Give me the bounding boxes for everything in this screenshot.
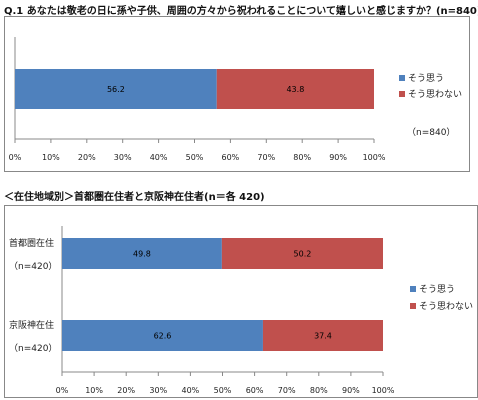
x-tick-label: 30% [149, 386, 167, 395]
legend-label: そう思う [419, 284, 455, 295]
x-tick-label: 100% [372, 386, 395, 395]
chart-1-svg: 0% 10% 20% 30% 40% 50% 60% 70% 80% 90% 100% 56.2 43.… [9, 37, 462, 162]
x-tick-label: 100% [363, 153, 386, 162]
sample-size-note: （n=840） [407, 127, 455, 138]
legend-label: そう思わない [419, 301, 473, 312]
x-tick-label: 70% [278, 386, 296, 395]
legend-swatch [410, 286, 416, 292]
x-tick-label: 0% [9, 153, 22, 162]
x-tick-label: 40% [150, 153, 168, 162]
data-label: 43.8 [286, 85, 304, 94]
bar-segment [262, 320, 383, 351]
q1-title: Q.1 あなたは敬老の日に孫や子供、周囲の方々から祝われることについて嬉しいと感… [4, 6, 478, 17]
data-label: 49.8 [133, 250, 151, 259]
data-label: 37.4 [314, 332, 332, 341]
bar-segment [216, 69, 374, 109]
chart-panel-1: 0% 10% 20% 30% 40% 50% 60% 70% 80% 90% 100% 56.2 43.… [4, 16, 470, 172]
x-tick-label: 60% [222, 153, 240, 162]
x-tick-label: 90% [329, 153, 347, 162]
x-tick-label: 10% [42, 153, 60, 162]
bar-segment [221, 238, 383, 269]
x-tick-label: 80% [310, 386, 328, 395]
data-label: 50.2 [294, 250, 312, 259]
chart-2-svg: 0% 10% 20% 30% 40% 50% 60% 70% 80% 90% 100% 49.8 50.… [9, 226, 473, 395]
x-tick-label: 50% [214, 386, 232, 395]
category-note: （n=420） [9, 343, 57, 354]
category-label: 首都圏在住 [9, 237, 54, 249]
legend-swatch [399, 91, 405, 97]
x-tick-label: 60% [246, 386, 264, 395]
x-tick-label: 20% [117, 386, 135, 395]
bar-segment [62, 238, 222, 269]
x-tick-label: 20% [78, 153, 96, 162]
x-tick-label: 80% [293, 153, 311, 162]
x-tick-label: 0% [56, 386, 69, 395]
legend-swatch [399, 75, 405, 81]
q2-title: ＜在住地域別＞首都圏在住者と京阪神在住者(n＝各 420) [4, 192, 265, 203]
x-tick-label: 90% [342, 386, 360, 395]
legend-label: そう思う [408, 73, 444, 84]
category-note: （n=420） [9, 261, 57, 272]
data-label: 62.6 [154, 332, 172, 341]
x-tick-label: 30% [114, 153, 132, 162]
bar-segment [62, 320, 263, 351]
category-label: 京阪神在住 [9, 319, 54, 331]
data-label: 56.2 [107, 85, 125, 94]
legend-swatch [410, 303, 416, 309]
x-tick-label: 70% [257, 153, 275, 162]
chart-panel-2: 0% 10% 20% 30% 40% 50% 60% 70% 80% 90% 100% 49.8 50.… [4, 205, 478, 398]
x-tick-label: 10% [85, 386, 103, 395]
bar-segment [15, 69, 217, 109]
legend-label: そう思わない [408, 89, 462, 100]
x-tick-label: 50% [186, 153, 204, 162]
x-tick-label: 40% [182, 386, 200, 395]
